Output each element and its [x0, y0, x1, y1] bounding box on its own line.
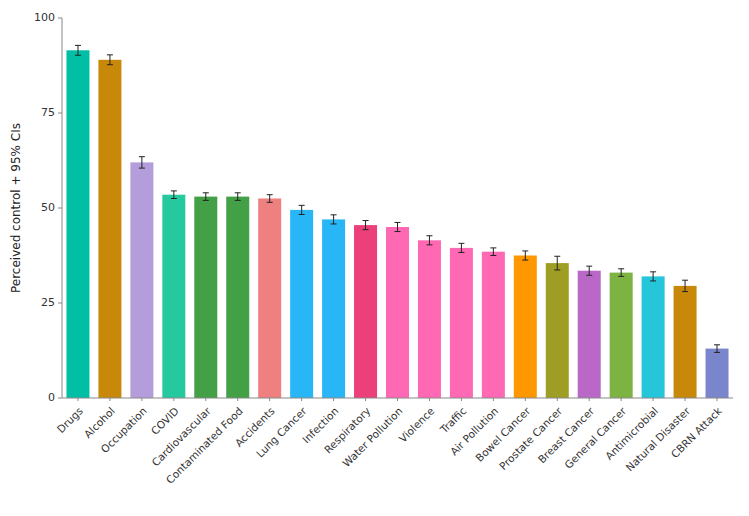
- bar: [482, 252, 505, 398]
- x-tick: [493, 398, 494, 401]
- x-tick: [621, 398, 622, 401]
- x-tick: [557, 398, 558, 401]
- x-tick: [77, 398, 78, 401]
- x-tick: [397, 398, 398, 401]
- chart-container: 0255075100DrugsAlcoholOccupationCOVIDCar…: [0, 0, 749, 516]
- x-tick: [301, 398, 302, 401]
- bar: [98, 60, 121, 398]
- x-tick-label: Breast Cancer: [535, 404, 596, 465]
- x-tick: [461, 398, 462, 401]
- y-tick-label: 50: [41, 201, 55, 214]
- y-tick-label: 75: [41, 106, 55, 119]
- error-bar: [490, 248, 496, 256]
- x-tick-label: Bowel Cancer: [473, 404, 533, 464]
- y-tick-label: 25: [41, 296, 55, 309]
- x-tick: [589, 398, 590, 401]
- error-bar: [203, 193, 209, 201]
- error-bar: [395, 222, 401, 231]
- x-tick-label: Water Pollution: [340, 405, 405, 470]
- error-bar: [522, 251, 528, 260]
- bar: [674, 286, 697, 398]
- x-tick-label: Drugs: [54, 405, 85, 436]
- y-tick: [58, 18, 62, 19]
- x-tick-label: Contaminated Food: [164, 405, 245, 486]
- bar: [418, 240, 441, 398]
- bar: [354, 225, 377, 398]
- x-tick-label: CBRN Attack: [669, 404, 725, 460]
- x-tick: [205, 398, 206, 401]
- error-bar: [139, 157, 145, 168]
- x-tick-label: Occupation: [98, 405, 149, 456]
- bar: [258, 199, 281, 399]
- bar: [546, 263, 569, 398]
- x-tick-label: Violence: [397, 405, 437, 445]
- x-tick: [685, 398, 686, 401]
- x-tick-label: Lung Cancer: [254, 404, 310, 460]
- error-bar: [235, 193, 241, 201]
- bar: [226, 197, 249, 398]
- error-bar: [107, 55, 113, 65]
- plot-area: [66, 45, 728, 398]
- error-bar: [171, 191, 177, 199]
- y-tick: [58, 303, 62, 304]
- x-tick: [173, 398, 174, 401]
- x-tick: [717, 398, 718, 401]
- x-tick: [269, 398, 270, 401]
- bar: [642, 276, 665, 398]
- chart: 0255075100DrugsAlcoholOccupationCOVIDCar…: [0, 0, 749, 516]
- y-axis-label: Perceived control + 95% CIs: [9, 123, 23, 293]
- bar: [130, 162, 153, 398]
- bar: [194, 197, 217, 398]
- error-bar: [363, 221, 369, 230]
- bar: [610, 273, 633, 398]
- error-bar: [650, 272, 656, 281]
- x-tick: [429, 398, 430, 401]
- bar: [162, 195, 185, 398]
- error-bar: [299, 205, 305, 214]
- error-bar: [331, 215, 337, 224]
- bar: [322, 219, 345, 398]
- y-tick-label: 100: [34, 11, 55, 24]
- y-tick: [58, 208, 62, 209]
- error-bar: [458, 243, 464, 252]
- y-tick: [58, 113, 62, 114]
- x-tick: [653, 398, 654, 401]
- y-tick: [58, 398, 62, 399]
- error-bar: [267, 195, 273, 203]
- bar: [386, 227, 409, 398]
- error-bar: [75, 45, 81, 55]
- x-tick: [333, 398, 334, 401]
- error-bar: [426, 236, 432, 245]
- x-tick: [109, 398, 110, 401]
- bar: [66, 50, 89, 398]
- bar: [514, 256, 537, 399]
- bar: [450, 248, 473, 398]
- x-tick: [237, 398, 238, 401]
- bar: [578, 271, 601, 398]
- x-tick: [525, 398, 526, 401]
- error-bar: [618, 269, 624, 277]
- y-tick-label: 0: [48, 391, 55, 404]
- error-bar: [714, 345, 720, 353]
- x-tick: [141, 398, 142, 401]
- error-bar: [682, 280, 688, 291]
- bar: [290, 210, 313, 398]
- bar: [706, 349, 729, 398]
- error-bar: [554, 256, 560, 270]
- x-tick: [365, 398, 366, 401]
- error-bar: [586, 266, 592, 275]
